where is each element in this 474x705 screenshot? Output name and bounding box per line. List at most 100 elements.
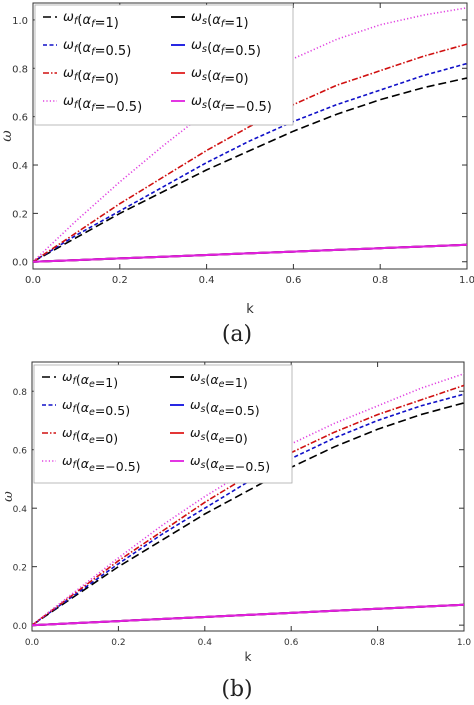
legend-sub: f (72, 376, 77, 387)
legend-cond: α (212, 13, 221, 28)
series-line-7 (32, 603, 464, 627)
x-tick-label: 0.4 (198, 638, 213, 648)
y-tick-label: 0.8 (13, 388, 28, 398)
legend-label: ωf(αf=0.5) (63, 38, 131, 59)
y-tick-label: 0.0 (13, 622, 28, 632)
x-tick-label: 1.0 (459, 275, 474, 286)
legend-paren: ) (243, 375, 248, 390)
legend-val: =0.5 (95, 44, 127, 59)
legend-sub: s (202, 16, 207, 27)
legend-csub: f (221, 19, 226, 30)
legend-cond: α (81, 372, 90, 387)
legend-paren: ) (113, 375, 118, 390)
legend-csub: f (91, 75, 96, 86)
legend-cond: α (210, 372, 219, 387)
caption-a: (a) (221, 322, 253, 347)
legend-label: ωs(αf=0.5) (191, 38, 261, 59)
legend-sym: ω (62, 425, 72, 440)
y-tick-label: 0.4 (12, 161, 28, 172)
series-line-2 (32, 384, 464, 626)
legend-paren: ( (205, 400, 210, 415)
chart-panel-a: 0.0 0.2 0.4 0.6 0.8 1.0 0.0 0.2 0.4 0.6 0.8 1.0 k ω ωf… (0, 0, 474, 350)
legend-val: =0.5 (224, 44, 256, 59)
legend-label: ωs(αe=0) (190, 425, 248, 446)
legend-sym: ω (190, 453, 200, 468)
legend-sub: f (74, 100, 79, 111)
y-tick-label: 0.6 (13, 447, 28, 457)
series-line-3 (33, 7, 467, 263)
legend-sym: ω (191, 94, 202, 109)
legend: ωf(αe=1) ωs(αe=1)ωf(αe=0.5) ωs(αe=0.5)ωf(α… (33, 364, 293, 484)
series-line-1 (33, 62, 467, 263)
legend-box (34, 4, 294, 126)
legend-sub: f (72, 432, 77, 443)
x-axis-label: k (245, 650, 252, 664)
x-tick-label: 0.0 (25, 275, 41, 286)
legend-paren: ( (207, 69, 212, 84)
legend-paren: ) (125, 403, 130, 418)
legend-label: ωs(αe=0.5) (190, 397, 260, 418)
legend-csub: f (91, 103, 96, 114)
legend-cond: α (210, 456, 219, 471)
legend-cond: α (212, 41, 221, 56)
legend-paren: ( (76, 372, 81, 387)
legend-csub: e (89, 463, 95, 474)
y-tick-label: 0.6 (12, 113, 28, 124)
legend-sub: f (74, 16, 79, 27)
legend-label: ωs(αf=1) (191, 10, 249, 31)
legend-paren: ( (205, 456, 210, 471)
legend-label: ωs(αe=−0.5) (190, 453, 270, 474)
legend-label: ωf(αf=1) (63, 10, 119, 31)
legend-label: ωf(αe=0.5) (62, 397, 130, 418)
caption-b: (b) (221, 677, 253, 702)
legend-sym: ω (63, 10, 74, 25)
legend-val: =−0.5 (224, 100, 266, 115)
legend-csub: e (89, 379, 95, 390)
legend-paren: ) (256, 44, 261, 59)
legend-sub: s (202, 100, 207, 111)
legend-csub: e (219, 407, 225, 418)
x-tick-label: 0.2 (112, 275, 128, 286)
legend-label: ωf(αe=0) (62, 425, 118, 446)
legend-paren: ( (76, 456, 81, 471)
y-tick-label: 0.2 (12, 209, 28, 220)
legend-sub: f (74, 72, 79, 83)
legend-paren: ) (265, 459, 270, 474)
legend-sym: ω (191, 38, 202, 53)
legend-paren: ) (136, 459, 141, 474)
legend-paren: ( (207, 13, 212, 28)
legend-cond: α (83, 41, 92, 56)
legend-sub: f (72, 460, 77, 471)
x-tick-label: 0.6 (285, 275, 301, 286)
legend-paren: ( (77, 13, 82, 28)
legend-val: =0 (224, 431, 242, 446)
legend-sym: ω (191, 10, 202, 25)
series-line-7 (33, 243, 467, 263)
y-tick-label: 0.2 (13, 564, 27, 574)
legend-cond: α (81, 428, 90, 443)
legend-sym: ω (62, 453, 72, 468)
legend-sub: s (200, 460, 205, 471)
x-tick-label: 0.4 (199, 275, 215, 286)
legend-paren: ) (243, 72, 248, 87)
series-line-0 (33, 77, 467, 263)
series-line-2 (33, 43, 467, 263)
legend-sub: s (202, 72, 207, 83)
legend-val: =0.5 (224, 403, 254, 418)
legend-paren: ( (76, 428, 81, 443)
legend-val: =1 (95, 16, 114, 31)
legend-csub: e (219, 463, 225, 474)
legend-csub: e (89, 435, 95, 446)
y-tick-label: 1.0 (12, 16, 28, 27)
y-tick-label: 0.4 (13, 505, 28, 515)
legend-paren: ) (113, 431, 118, 446)
legend-csub: f (221, 75, 226, 86)
legend-csub: f (91, 47, 96, 58)
legend-paren: ( (76, 400, 81, 415)
legend-cond: α (81, 456, 90, 471)
legend-val: =−0.5 (95, 100, 137, 115)
legend-csub: e (89, 407, 95, 418)
x-tick-label: 0.0 (25, 638, 40, 648)
series-line-1 (32, 393, 464, 626)
legend-paren: ) (114, 72, 119, 87)
